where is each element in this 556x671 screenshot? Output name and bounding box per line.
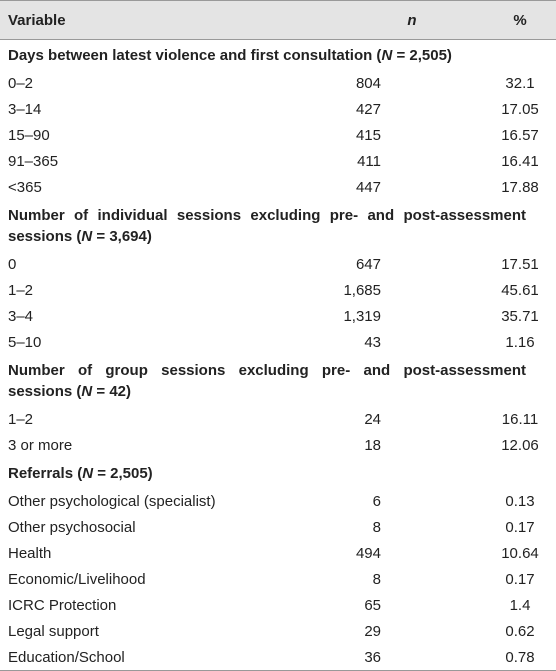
cell: Education/School xyxy=(8,648,125,666)
cell: 0.17 xyxy=(505,570,535,588)
cell: 3–4 xyxy=(8,307,34,325)
heading-text: Referrals ( xyxy=(8,465,83,482)
cell: Other psychological (specialist) xyxy=(8,492,216,510)
cell: 16.41 xyxy=(501,152,539,170)
heading-text: Number of individual sessions excluding … xyxy=(8,207,526,245)
cell: 1–2 xyxy=(8,410,34,428)
header-row: Variable n% xyxy=(0,1,556,40)
cell: 411 xyxy=(357,152,381,170)
heading-text: Number of group sessions excluding pre- … xyxy=(8,362,526,400)
section-heading: Days between latest violence and first c… xyxy=(0,40,556,70)
cell: 3 or more xyxy=(8,436,73,454)
header-cell: Variable xyxy=(8,11,66,29)
heading-text: = 3,694) xyxy=(92,228,152,245)
cell: Health xyxy=(8,544,52,562)
cell: 1–2 xyxy=(8,281,34,299)
cell: 65 xyxy=(364,596,381,614)
data-row: Health 494 10.64 xyxy=(0,540,556,566)
cell: 10.64 xyxy=(501,544,539,562)
cell: 0.78 xyxy=(505,648,535,666)
cell: 17.51 xyxy=(501,255,539,273)
cell: Legal support xyxy=(8,622,99,640)
data-row: 1–2 1,685 45.61 xyxy=(0,277,556,303)
cell: 16.57 xyxy=(501,126,539,144)
cell: 0.13 xyxy=(505,492,535,510)
heading-text: N xyxy=(81,383,93,400)
data-row: 1–2 24 16.11 xyxy=(0,406,556,432)
cell: 1,685 xyxy=(343,281,381,299)
cell: 15–90 xyxy=(8,126,50,144)
section-heading: Number of individual sessions excluding … xyxy=(0,200,556,251)
cell: 8 xyxy=(372,570,381,588)
cell: 6 xyxy=(372,492,381,510)
cell: 36 xyxy=(364,648,381,666)
data-row: 5–10 43 1.16 xyxy=(0,329,556,355)
cell: 1.16 xyxy=(505,333,535,351)
data-row: 91–365 411 16.41 xyxy=(0,148,556,174)
cell: 0–2 xyxy=(8,74,34,92)
data-row: 15–90 415 16.57 xyxy=(0,122,556,148)
cell: 45.61 xyxy=(501,281,539,299)
cell: 43 xyxy=(364,333,381,351)
heading-text: Days between latest violence and first c… xyxy=(8,47,382,64)
cell: 17.05 xyxy=(501,100,539,118)
data-row: ICRC Protection 65 1.4 xyxy=(0,592,556,618)
cell: 8 xyxy=(372,518,381,536)
cell: <365 xyxy=(8,178,42,196)
heading-text: = 2,505) xyxy=(392,47,452,64)
cell: 17.88 xyxy=(501,178,539,196)
cell: 24 xyxy=(364,410,381,428)
data-row: 0–2 804 32.1 xyxy=(0,70,556,96)
cell: 0.17 xyxy=(505,518,535,536)
header-cell: n xyxy=(407,11,417,29)
cell: ICRC Protection xyxy=(8,596,117,614)
data-row: Economic/Livelihood 8 0.17 xyxy=(0,566,556,592)
heading-text: N xyxy=(81,228,93,245)
cell: 427 xyxy=(355,100,381,118)
cell: 1,319 xyxy=(343,307,381,325)
header-cell: % xyxy=(513,11,527,29)
section-heading: Referrals (N = 2,505) xyxy=(0,458,556,488)
cell: 3–14 xyxy=(8,100,42,118)
heading-text: N xyxy=(381,47,393,64)
data-row: 3 or more 18 12.06 xyxy=(0,432,556,458)
cell: 35.71 xyxy=(501,307,539,325)
data-row: Education/School 36 0.78 xyxy=(0,644,556,670)
data-row: 3–4 1,319 35.71 xyxy=(0,303,556,329)
section-heading: Number of group sessions excluding pre- … xyxy=(0,355,556,406)
cell: 16.11 xyxy=(501,410,539,428)
cell: 32.1 xyxy=(505,74,535,92)
cell: 12.06 xyxy=(501,436,539,454)
cell: 91–365 xyxy=(8,152,59,170)
cell: 1.4 xyxy=(509,596,531,614)
cell: 494 xyxy=(355,544,381,562)
cell: 804 xyxy=(355,74,381,92)
cell: 18 xyxy=(364,436,381,454)
data-row: 3–14 427 17.05 xyxy=(0,96,556,122)
cell: 447 xyxy=(355,178,381,196)
heading-text: = 42) xyxy=(92,383,131,400)
heading-text: N xyxy=(82,465,94,482)
cell: 29 xyxy=(364,622,381,640)
cell: 415 xyxy=(355,126,381,144)
data-row: 0 647 17.51 xyxy=(0,251,556,277)
data-row: Legal support 29 0.62 xyxy=(0,618,556,644)
cell: 647 xyxy=(355,255,381,273)
data-row: Other psychosocial 8 0.17 xyxy=(0,514,556,540)
data-row: Other psychological (specialist) 6 0.13 xyxy=(0,488,556,514)
cell: 0.62 xyxy=(505,622,535,640)
cell: 5–10 xyxy=(8,333,42,351)
cell: 0 xyxy=(8,255,17,273)
cell: Other psychosocial xyxy=(8,518,136,536)
heading-text: = 2,505) xyxy=(93,465,153,482)
data-row: <365 447 17.88 xyxy=(0,174,556,200)
cell: Economic/Livelihood xyxy=(8,570,146,588)
